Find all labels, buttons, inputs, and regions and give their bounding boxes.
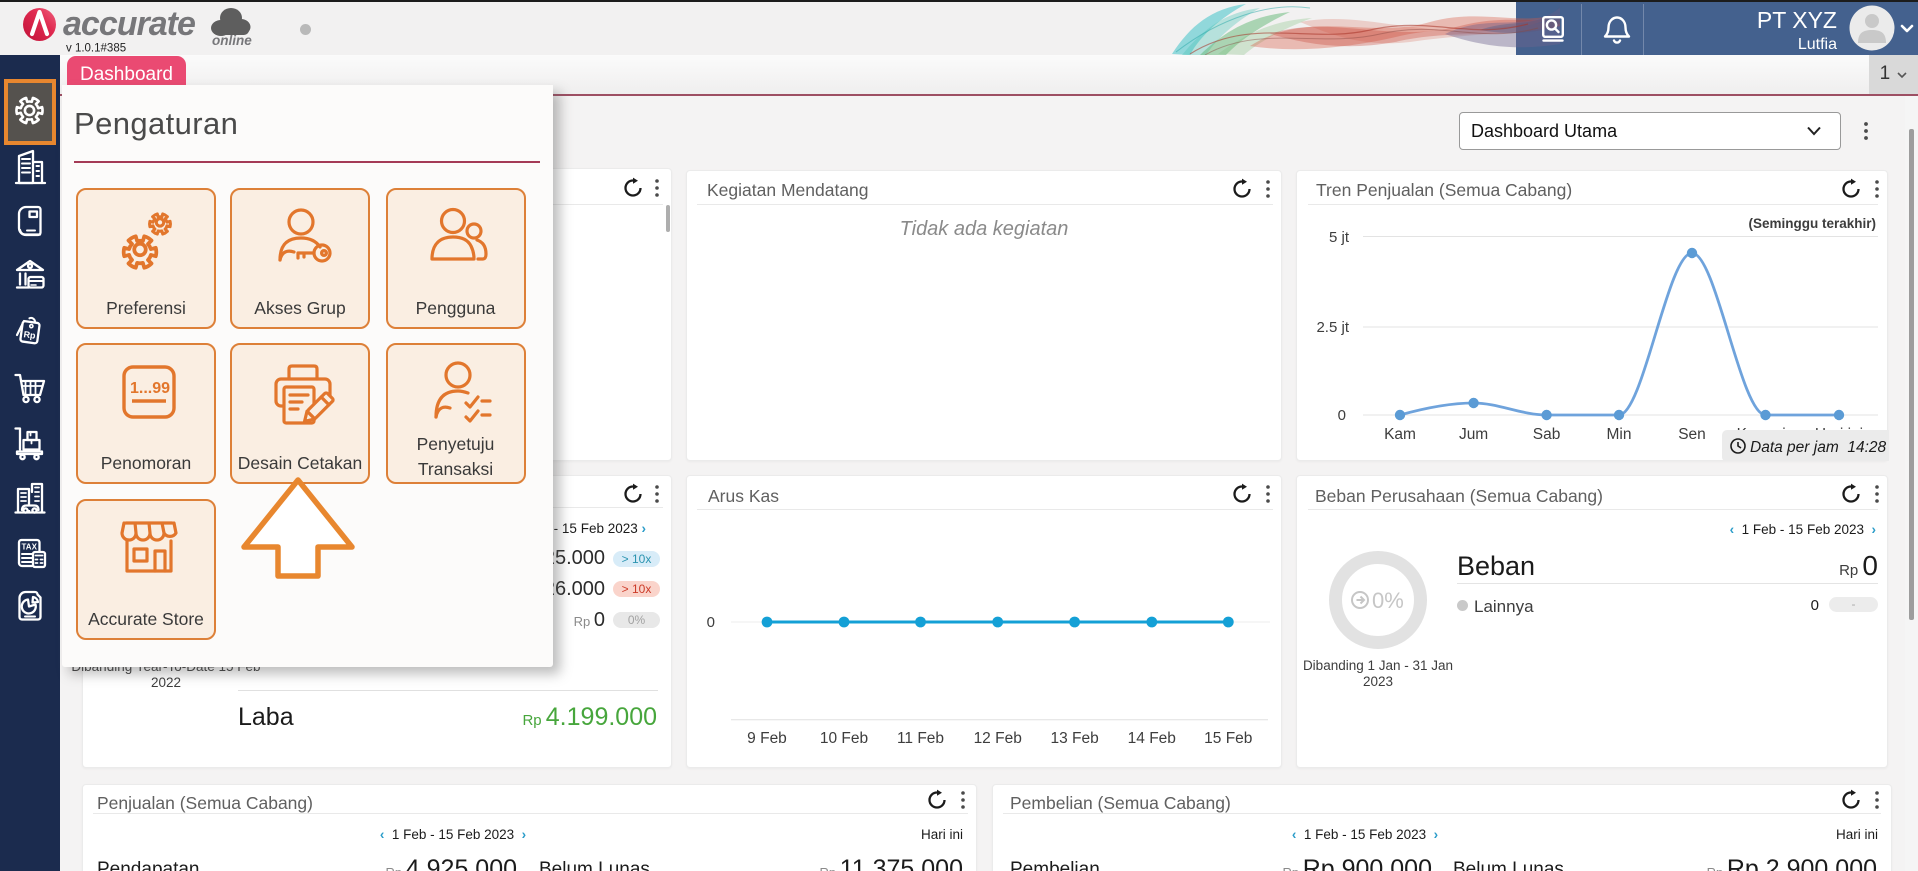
svg-text:5 jt: 5 jt: [1329, 229, 1350, 246]
svg-text:15 Feb: 15 Feb: [1204, 730, 1252, 747]
svg-text:Jum: Jum: [1459, 426, 1488, 443]
svg-text:9 Feb: 9 Feb: [747, 730, 787, 747]
svg-text:14 Feb: 14 Feb: [1128, 730, 1176, 747]
svg-text:Kam: Kam: [1384, 426, 1416, 443]
svg-text:12 Feb: 12 Feb: [974, 730, 1022, 747]
svg-text:Rp: Rp: [23, 329, 37, 341]
svg-text:TAX: TAX: [22, 543, 38, 552]
svg-text:Data per jam 14:28: Data per jam 14:28: [1750, 439, 1887, 456]
svg-text:accurate: accurate: [63, 5, 195, 43]
svg-text:Sab: Sab: [1533, 426, 1561, 443]
svg-text:online: online: [212, 33, 252, 48]
svg-text:2.5 jt: 2.5 jt: [1316, 319, 1349, 336]
svg-text:0: 0: [1338, 407, 1346, 424]
svg-text:13 Feb: 13 Feb: [1050, 730, 1098, 747]
svg-text:v 1.0.1#385: v 1.0.1#385: [66, 43, 126, 55]
svg-text:0%: 0%: [1372, 588, 1404, 613]
svg-text:1...99: 1...99: [130, 380, 170, 397]
svg-text:Sen: Sen: [1678, 426, 1706, 443]
svg-text:0: 0: [707, 614, 715, 631]
svg-text:11 Feb: 11 Feb: [897, 730, 944, 747]
svg-text:Min: Min: [1607, 426, 1632, 443]
svg-text:10 Feb: 10 Feb: [820, 730, 868, 747]
